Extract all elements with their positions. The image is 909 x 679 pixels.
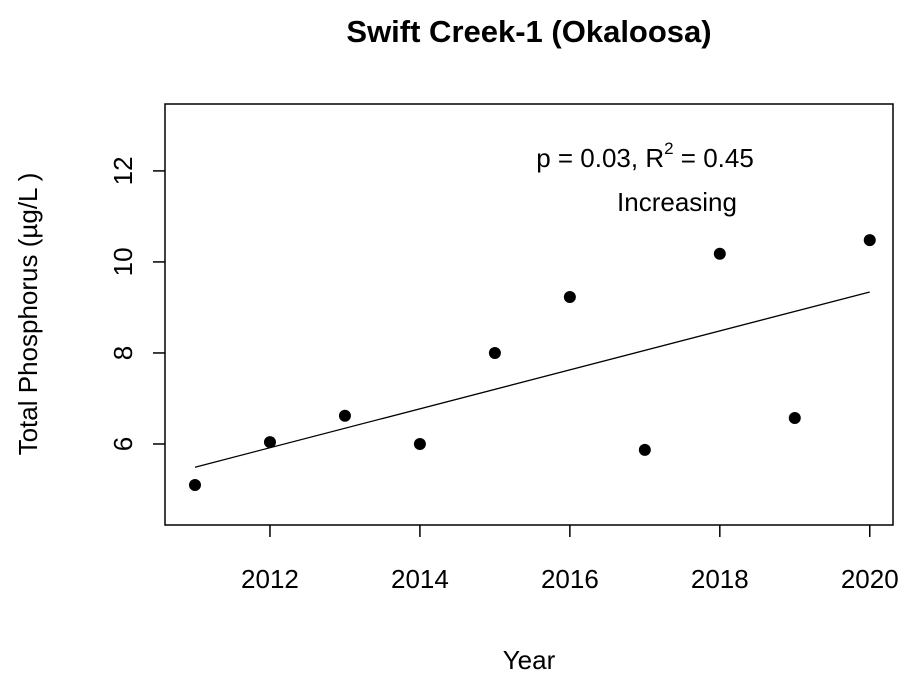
x-tick-label: 2014 — [391, 564, 449, 594]
trend-line — [194, 291, 870, 468]
point — [863, 234, 876, 247]
y-tick-label: 10 — [108, 247, 138, 276]
point — [263, 436, 276, 449]
x-tick-label: 2012 — [241, 564, 299, 594]
point — [563, 290, 576, 303]
point — [713, 247, 726, 260]
point — [338, 409, 351, 422]
x-tick-label: 2018 — [691, 564, 749, 594]
annotation-trend: Increasing — [617, 187, 737, 217]
chart-title: Swift Creek-1 (Okaloosa) — [346, 14, 711, 49]
point — [413, 437, 426, 450]
point — [638, 443, 651, 456]
annotation-superscript: 2 — [664, 139, 673, 158]
x-axis-title: Year — [503, 645, 556, 675]
y-tick-label: 12 — [108, 156, 138, 185]
annotation-part: p = 0.03, R — [536, 143, 664, 173]
plot-box — [164, 103, 894, 526]
point — [788, 412, 801, 425]
x-tick-label: 2020 — [841, 564, 899, 594]
y-tick-label: 6 — [108, 437, 138, 451]
x-tick-label: 2016 — [541, 564, 599, 594]
y-axis-title: Total Phosphorus (µg/L ) — [13, 173, 43, 456]
point — [488, 346, 501, 359]
annotation: p = 0.03, R2 = 0.45 — [536, 139, 754, 172]
point — [188, 478, 201, 491]
annotation-part: = 0.45 — [674, 143, 754, 173]
y-tick-label: 8 — [108, 346, 138, 360]
